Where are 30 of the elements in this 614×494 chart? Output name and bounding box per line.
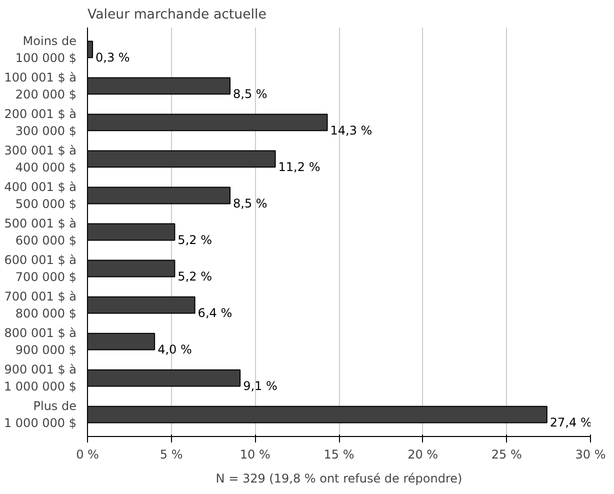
y-tick-label: 900 001 $ à 1 000 000 $ [4, 362, 77, 394]
y-tick-label: 200 001 $ à 300 000 $ [4, 107, 77, 138]
x-tick-label: 0 % [76, 448, 99, 462]
x-tick-label: 20 % [408, 448, 438, 462]
x-tick-label: 30 % [575, 448, 606, 462]
data-label: 14,3 % [330, 123, 372, 138]
y-tick-label: Plus de 1 000 000 $ [4, 399, 77, 430]
data-label: 9,1 % [243, 379, 278, 394]
data-label: 6,4 % [198, 306, 232, 320]
x-tick-label: 5 % [160, 448, 183, 462]
x-tick-label: 15 % [324, 448, 354, 462]
x-tick-label: 25 % [491, 448, 522, 462]
y-tick-label: 700 001 $ à 800 000 $ [4, 290, 77, 320]
chart-title: Valeur marchande actuelle [88, 8, 266, 22]
y-tick-label: Moins de 100 000 $ [15, 34, 77, 65]
y-tick-label: 500 001 $ à 600 000 $ [4, 216, 77, 248]
text: N = 329 (19,8 % ont refusé de répondre) [216, 472, 462, 486]
data-label: 4,0 % [158, 342, 192, 357]
y-tick-label: 300 001 $ à 400 000 $ [4, 144, 77, 174]
y-tick-label: 400 001 $ à 500 000 $ [4, 180, 77, 211]
data-label: 5,2 % [178, 270, 212, 284]
data-label: 0,3 % [96, 50, 130, 64]
data-label: 8,5 % [233, 86, 268, 101]
data-label: 8,5 % [233, 196, 268, 210]
data-label: 11,2 % [278, 160, 320, 174]
y-tick-label: 100 001 $ à 200 000 $ [4, 70, 77, 102]
y-tick-label: 600 001 $ à 700 000 $ [4, 253, 77, 284]
data-label: 5,2 % [178, 233, 212, 247]
x-tick-label: 10 % [240, 448, 270, 462]
y-tick-label: 800 001 $ à 900 000 $ [4, 326, 77, 357]
